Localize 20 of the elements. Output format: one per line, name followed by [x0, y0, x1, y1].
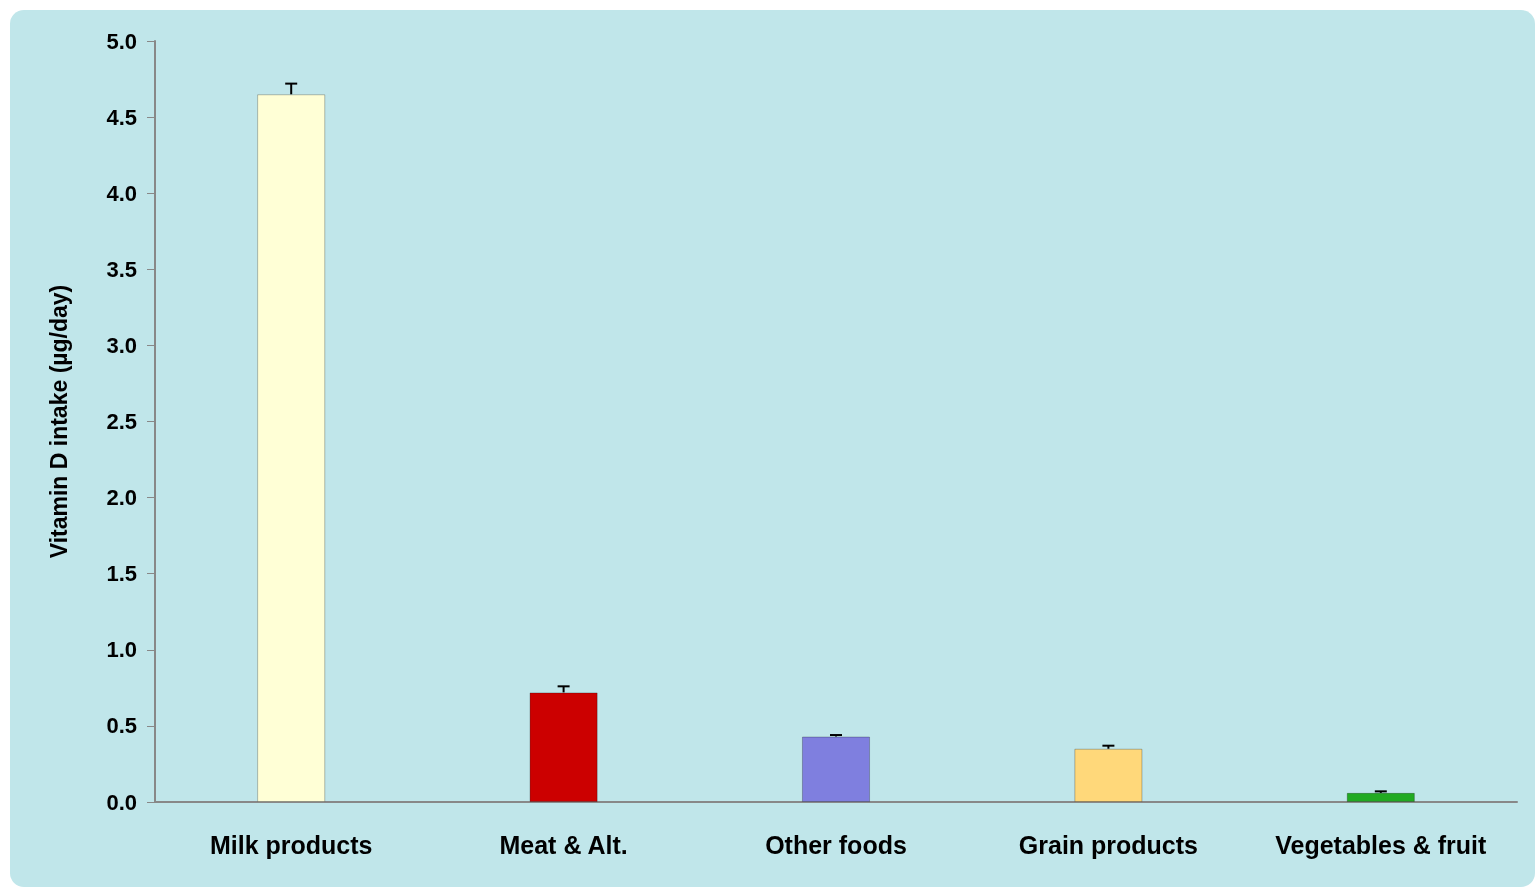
x-tick-label: Meat & Alt. [499, 830, 628, 859]
y-tick-label: 2.5 [106, 409, 137, 434]
bar [1346, 792, 1415, 802]
x-tick-label: Grain products [1018, 830, 1198, 859]
y-tick-label: 1.5 [106, 561, 137, 587]
bar [1074, 748, 1143, 802]
x-tick-label: Other foods [765, 830, 907, 859]
y-tick-label: 4.5 [106, 104, 137, 130]
y-tick-label: 4.0 [106, 180, 137, 206]
y-tick-label: 3.0 [106, 332, 137, 358]
y-tick-label: 1.0 [106, 637, 137, 663]
x-tick-label: Vegetables & fruit [1275, 830, 1488, 859]
y-tick-label: 2.0 [106, 485, 137, 511]
y-tick-label: 3.5 [106, 256, 137, 282]
x-tick-label: Milk products [209, 830, 373, 859]
y-tick-label: 5.0 [106, 28, 137, 54]
y-tick-label: 0.5 [106, 713, 137, 739]
y-axis-title: Vitamin D intake (µg/day) [45, 284, 72, 559]
bar [801, 736, 871, 802]
y-tick-label: 0.0 [106, 789, 137, 815]
